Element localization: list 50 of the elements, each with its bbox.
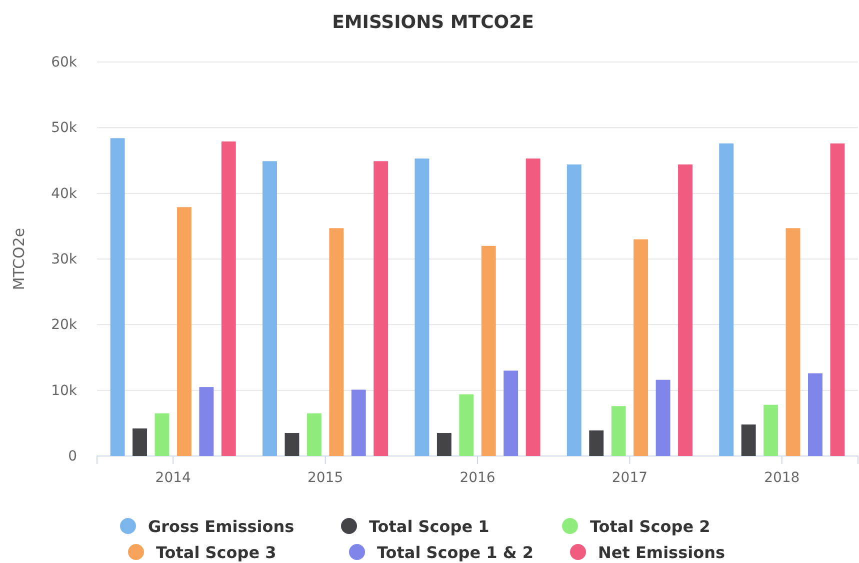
y-axis-title: MTCO2e [10,228,28,290]
bar [110,138,125,456]
bar [634,239,648,456]
bar [436,433,452,456]
y-tick-label: 30k [51,251,78,268]
y-tick-label: 10k [51,382,78,399]
bar [786,228,800,456]
bar [329,228,344,456]
y-tick-label: 0 [68,448,77,464]
legend-label: Total Scope 2 [590,517,710,536]
bar [526,158,540,456]
y-tick-label: 50k [51,120,78,136]
y-tick-label: 60k [51,54,78,70]
bar [504,370,518,456]
bar [284,433,300,456]
bar [741,424,756,456]
x-tick-label: 2017 [612,470,648,486]
chart-title: EMISSIONS MTCO2E [332,12,534,33]
bar [611,406,626,456]
legend-label: Total Scope 1 [369,517,490,536]
legend-label: Total Scope 1 & 2 [377,543,534,562]
bar [656,380,670,456]
x-tick-label: 2016 [460,470,496,486]
bar [764,404,778,456]
x-tick-label: 2018 [764,470,800,486]
bar [262,161,277,456]
x-tick-label: 2015 [307,470,344,486]
y-tick-label: 20k [51,317,78,334]
bar [221,141,236,456]
bar [414,158,430,456]
bar [830,143,845,456]
bar [589,430,604,456]
bar [719,143,734,456]
bar [566,164,582,456]
x-tick-label: 2014 [155,470,191,486]
bar [459,394,474,456]
bar [374,161,388,456]
bar [306,413,322,456]
bar [808,373,822,456]
bar [481,246,496,456]
bar [199,387,214,456]
bar [351,390,366,456]
legend-label: Net Emissions [598,543,725,562]
legend-label: Total Scope 3 [156,543,276,562]
bar [154,413,170,456]
legend-label: Gross Emissions [148,517,294,536]
y-tick-label: 40k [51,186,78,202]
bar [678,164,692,456]
bar [176,207,192,456]
bar [132,428,147,456]
